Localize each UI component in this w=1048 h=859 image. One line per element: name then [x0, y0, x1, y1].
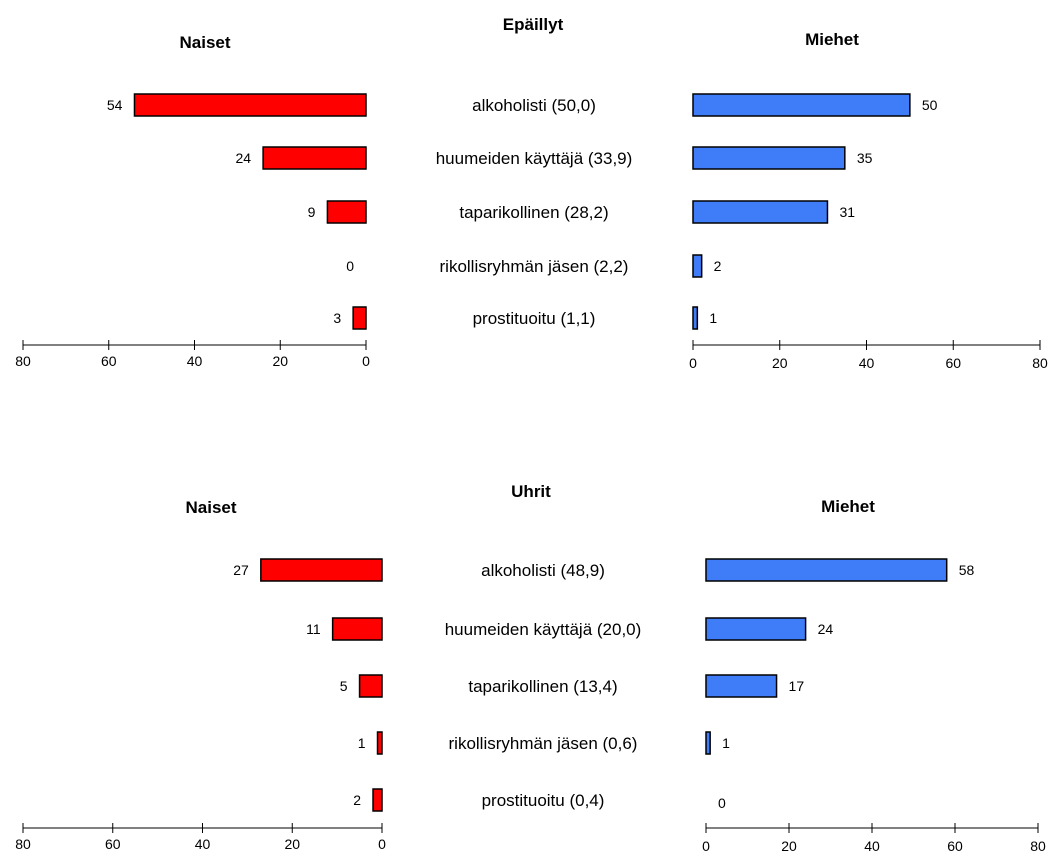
chart-title: Uhrit [511, 482, 551, 501]
women-value-label: 27 [233, 562, 249, 578]
women-x-axis-tick-label: 60 [101, 353, 117, 369]
men-x-axis-tick-label: 60 [945, 355, 961, 371]
women-x-axis-tick-label: 0 [378, 836, 386, 852]
women-x-axis-tick-label: 40 [187, 353, 203, 369]
men-bar [705, 731, 711, 755]
men-bar [705, 617, 807, 641]
women-value-label: 9 [308, 204, 316, 220]
women-bar [262, 146, 367, 170]
men-x-axis-tick-label: 20 [772, 355, 788, 371]
men-value-label: 1 [709, 310, 717, 326]
men-x-axis-tick-label: 40 [859, 355, 875, 371]
women-value-label: 24 [236, 150, 252, 166]
women-bar [133, 93, 367, 117]
women-x-axis-tick-label: 40 [195, 836, 211, 852]
women-x-axis-tick-label: 0 [362, 353, 370, 369]
men-value-label: 0 [718, 795, 726, 811]
men-value-label: 2 [714, 258, 722, 274]
women-bar [352, 306, 367, 330]
women-value-label: 2 [353, 792, 361, 808]
men-bar [692, 93, 911, 117]
category-label: huumeiden käyttäjä (20,0) [445, 620, 642, 639]
category-label: alkoholisti (50,0) [472, 96, 596, 115]
women-value-label: 1 [358, 735, 366, 751]
women-bar [326, 200, 367, 224]
category-label: rikollisryhmän jäsen (0,6) [449, 734, 638, 753]
women-x-axis-tick-label: 20 [284, 836, 300, 852]
women-value-label: 3 [333, 310, 341, 326]
men-x-axis-tick-label: 40 [864, 838, 880, 854]
men-value-label: 24 [818, 621, 834, 637]
women-panel-title: Naiset [179, 33, 230, 52]
women-value-label: 54 [107, 97, 123, 113]
women-x-axis-tick-label: 60 [105, 836, 121, 852]
category-label: huumeiden käyttäjä (33,9) [436, 149, 633, 168]
women-x-axis-tick-label: 20 [272, 353, 288, 369]
men-value-label: 1 [722, 735, 730, 751]
women-value-label: 0 [346, 258, 354, 274]
category-label: rikollisryhmän jäsen (2,2) [440, 257, 629, 276]
women-bar [376, 731, 383, 755]
women-bar [358, 674, 383, 698]
men-bar [692, 306, 699, 330]
category-label: prostituoitu (1,1) [473, 309, 596, 328]
category-label: taparikollinen (13,4) [468, 677, 617, 696]
women-panel-title: Naiset [185, 498, 236, 517]
category-label: taparikollinen (28,2) [459, 203, 608, 222]
men-x-axis-tick-label: 0 [689, 355, 697, 371]
men-bar [692, 200, 829, 224]
women-bar [260, 558, 383, 582]
men-bar [692, 254, 703, 278]
men-bar [705, 674, 778, 698]
chart-title: Epäillyt [503, 15, 564, 34]
men-value-label: 58 [959, 562, 975, 578]
men-value-label: 50 [922, 97, 938, 113]
men-value-label: 31 [839, 204, 855, 220]
men-panel-title: Miehet [805, 30, 859, 49]
men-x-axis-tick-label: 20 [781, 838, 797, 854]
women-value-label: 5 [340, 678, 348, 694]
men-x-axis-tick-label: 60 [947, 838, 963, 854]
men-bar [705, 558, 948, 582]
men-value-label: 35 [857, 150, 873, 166]
category-label: alkoholisti (48,9) [481, 561, 605, 580]
women-x-axis-tick-label: 80 [15, 836, 31, 852]
women-bar [372, 788, 383, 812]
category-label: prostituoitu (0,4) [482, 791, 605, 810]
women-bar [331, 617, 383, 641]
men-x-axis-tick-label: 0 [702, 838, 710, 854]
men-value-label: 17 [789, 678, 805, 694]
men-x-axis-tick-label: 80 [1032, 355, 1048, 371]
men-x-axis-tick-label: 80 [1030, 838, 1046, 854]
women-x-axis-tick-label: 80 [15, 353, 31, 369]
men-bar [692, 146, 846, 170]
women-value-label: 11 [306, 621, 321, 637]
men-panel-title: Miehet [821, 497, 875, 516]
